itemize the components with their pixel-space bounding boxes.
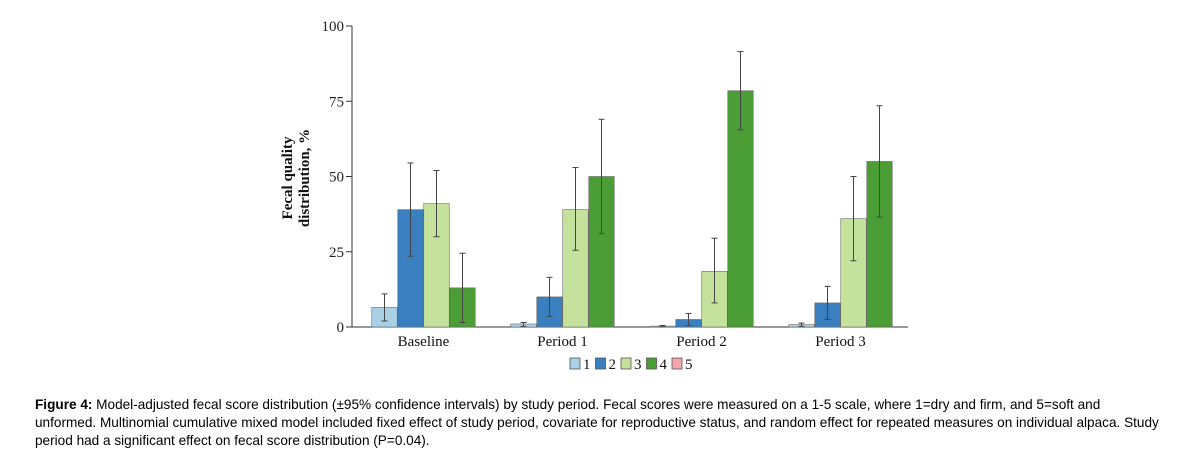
- x-tick-labels: Baseline Period 1 Period 2 Period 3: [398, 334, 866, 350]
- legend-swatch-2: [595, 357, 606, 370]
- legend-label-5: 5: [685, 357, 693, 373]
- legend: 1 2 3 4 5: [569, 357, 693, 373]
- x-tick-label: Period 3: [815, 334, 865, 350]
- caption-label: Figure 4:: [35, 397, 93, 412]
- x-tick-label: Period 2: [676, 334, 726, 350]
- y-tick-label: 25: [329, 245, 344, 261]
- y-tick-label: 0: [337, 320, 345, 336]
- figure-caption: Figure 4: Model-adjusted fecal score dis…: [35, 396, 1160, 450]
- legend-swatch-5: [671, 357, 683, 370]
- y-tick-label: 50: [329, 170, 344, 186]
- legend-label-1: 1: [583, 357, 591, 373]
- bar-chart: Fecal quality distribution, % 0255075100…: [280, 19, 908, 373]
- legend-swatch-3: [620, 357, 632, 370]
- x-tick-label: Baseline: [398, 334, 450, 350]
- y-ticks: 0 25 50 75 100: [322, 19, 352, 336]
- legend-swatch-1: [569, 357, 581, 370]
- y-tick-label: 100: [322, 19, 345, 35]
- legend-label-4: 4: [660, 357, 668, 373]
- legend-label-3: 3: [634, 357, 642, 373]
- y-axis-label-line2: distribution, %: [297, 129, 313, 227]
- y-tick-label: 75: [329, 94, 344, 110]
- legend-swatch-4: [646, 357, 657, 370]
- caption-text: Model-adjusted fecal score distribution …: [35, 397, 1159, 448]
- y-axis-label: Fecal quality distribution, %: [280, 129, 313, 227]
- x-tick-label: Period 1: [537, 334, 587, 350]
- legend-label-2: 2: [609, 357, 617, 373]
- bars: [371, 90, 893, 328]
- error-bars: [381, 51, 883, 328]
- y-axis-label-line1: Fecal quality: [280, 136, 296, 219]
